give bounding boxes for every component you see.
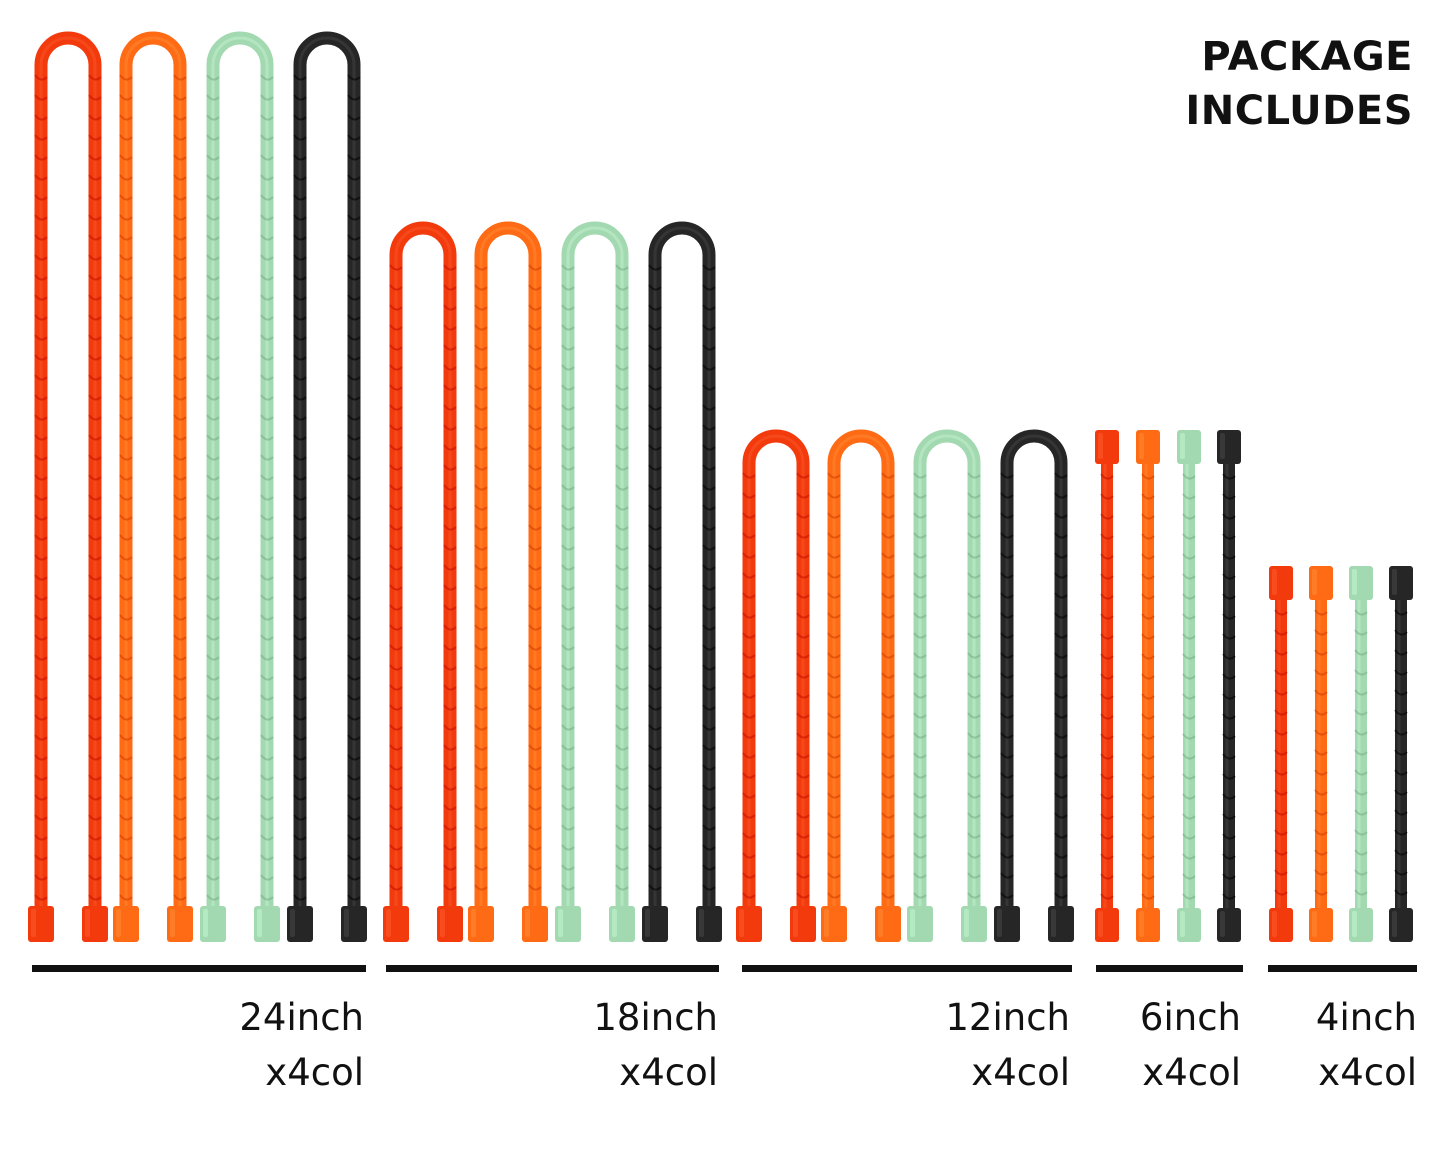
group-label-18inch: 18inch x4col xyxy=(593,990,718,1100)
size-label: 4inch xyxy=(1315,996,1417,1039)
tie-6inch-mint xyxy=(1177,430,1201,942)
group-label-6inch: 6inch x4col xyxy=(1140,990,1241,1100)
tie-24inch-orange xyxy=(113,31,193,942)
title-line-2: INCLUDES xyxy=(1185,88,1413,134)
tie-12inch-orange xyxy=(821,429,901,942)
group-label-12inch: 12inch x4col xyxy=(945,990,1070,1100)
tie-6inch-black xyxy=(1217,430,1241,942)
tie-4inch-red xyxy=(1269,566,1293,942)
count-label: x4col xyxy=(1142,1051,1241,1094)
group-divider-18inch xyxy=(386,965,719,972)
tie-12inch-red xyxy=(736,429,816,942)
group-divider-4inch xyxy=(1268,965,1417,972)
tie-4inch-mint xyxy=(1349,566,1373,942)
tie-4inch-black xyxy=(1389,566,1413,942)
size-label: 12inch xyxy=(945,996,1070,1039)
count-label: x4col xyxy=(971,1051,1070,1094)
tie-6inch-orange xyxy=(1136,430,1160,942)
tie-4inch-orange xyxy=(1309,566,1333,942)
group-divider-24inch xyxy=(32,965,366,972)
tie-24inch-red xyxy=(28,31,108,942)
count-label: x4col xyxy=(1318,1051,1417,1094)
group-divider-12inch xyxy=(742,965,1072,972)
title-line-1: PACKAGE xyxy=(1201,34,1413,80)
size-label: 6inch xyxy=(1139,996,1241,1039)
tie-6inch-red xyxy=(1095,430,1119,942)
tie-18inch-black xyxy=(642,221,722,942)
tie-24inch-mint xyxy=(200,31,280,942)
tie-12inch-black xyxy=(994,429,1074,942)
tie-18inch-orange xyxy=(468,221,548,942)
group-label-4inch: 4inch x4col xyxy=(1316,990,1417,1100)
tie-24inch-black xyxy=(287,31,367,942)
count-label: x4col xyxy=(619,1051,718,1094)
tie-18inch-red xyxy=(383,221,463,942)
size-label: 18inch xyxy=(593,996,718,1039)
tie-18inch-mint xyxy=(555,221,635,942)
package-includes-title: PACKAGE INCLUDES xyxy=(1185,30,1413,138)
count-label: x4col xyxy=(265,1051,364,1094)
tie-12inch-mint xyxy=(907,429,987,942)
group-divider-6inch xyxy=(1096,965,1243,972)
group-label-24inch: 24inch x4col xyxy=(239,990,364,1100)
size-label: 24inch xyxy=(239,996,364,1039)
